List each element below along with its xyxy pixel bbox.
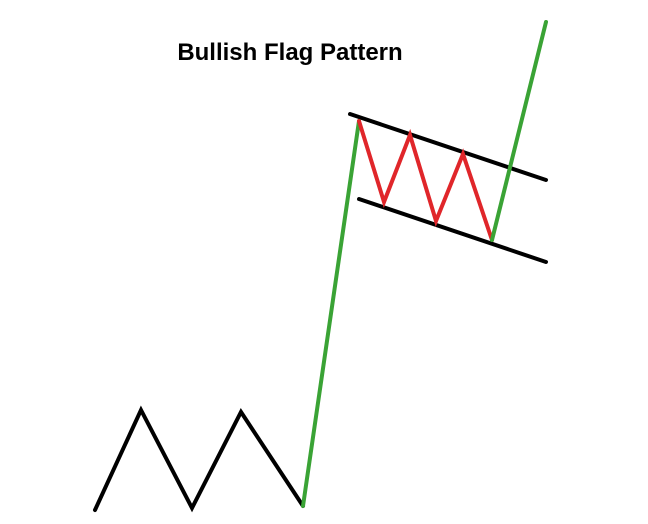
flag-upper-trendline (348, 112, 548, 182)
pre-trend-zigzag (93, 405, 305, 513)
breakout-line (490, 20, 548, 242)
diagram-title: Bullish Flag Pattern (177, 39, 402, 66)
flagpole-line (301, 119, 361, 508)
flag-lower-trendline (357, 197, 548, 264)
flag-consolidation-zigzag (357, 119, 494, 242)
